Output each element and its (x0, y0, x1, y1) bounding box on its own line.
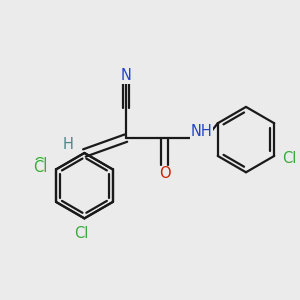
Text: Cl: Cl (74, 226, 88, 241)
Text: O: O (159, 166, 170, 181)
Text: Cl: Cl (283, 152, 297, 166)
Text: NH: NH (190, 124, 212, 139)
Text: Cl: Cl (34, 160, 48, 175)
Text: H: H (63, 136, 74, 152)
Text: N: N (121, 68, 131, 83)
Text: Cl: Cl (33, 158, 47, 172)
